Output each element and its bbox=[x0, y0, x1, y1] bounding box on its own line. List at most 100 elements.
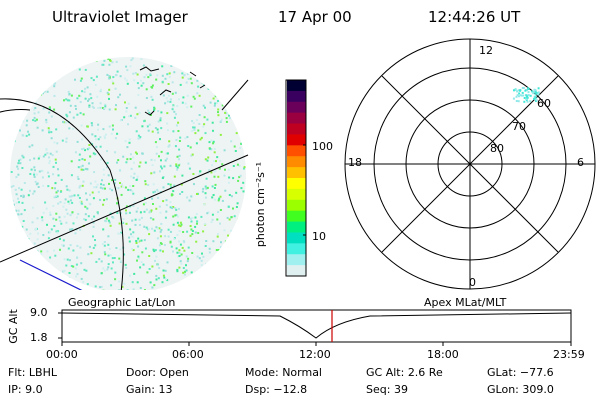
image-pixel bbox=[173, 110, 176, 113]
colorbar-segment bbox=[287, 156, 306, 168]
image-pixel bbox=[211, 164, 214, 167]
image-pixel bbox=[132, 185, 135, 187]
polar-pixel bbox=[515, 100, 518, 102]
observation-date: 17 Apr 00 bbox=[278, 8, 352, 26]
image-pixel bbox=[17, 213, 20, 216]
image-pixel bbox=[157, 190, 159, 193]
image-pixel bbox=[166, 129, 169, 132]
image-pixel bbox=[109, 59, 112, 62]
image-pixel bbox=[125, 209, 127, 212]
image-pixel bbox=[97, 212, 99, 215]
image-pixel bbox=[200, 264, 203, 267]
image-pixel bbox=[55, 161, 57, 164]
image-pixel bbox=[22, 134, 25, 137]
image-pixel bbox=[52, 204, 55, 207]
image-pixel bbox=[70, 287, 73, 290]
image-pixel bbox=[207, 87, 210, 90]
image-pixel bbox=[93, 186, 95, 189]
image-pixel bbox=[226, 216, 229, 219]
image-pixel bbox=[222, 73, 225, 76]
image-pixel bbox=[198, 62, 201, 64]
image-pixel bbox=[241, 232, 244, 235]
image-pixel bbox=[47, 268, 50, 271]
timeline-left-title: Geographic Lat/Lon bbox=[68, 296, 176, 309]
image-pixel bbox=[145, 97, 148, 99]
image-pixel bbox=[156, 128, 159, 131]
image-pixel bbox=[159, 117, 162, 120]
image-pixel bbox=[164, 269, 167, 272]
image-pixel bbox=[43, 90, 46, 93]
polar-pixel bbox=[532, 91, 535, 94]
image-pixel bbox=[18, 187, 21, 190]
image-pixel bbox=[99, 158, 102, 161]
image-pixel bbox=[111, 80, 114, 83]
image-pixel bbox=[233, 232, 236, 235]
image-pixel bbox=[60, 178, 63, 181]
image-pixel bbox=[37, 111, 40, 114]
image-pixel bbox=[33, 291, 35, 293]
image-pixel bbox=[44, 286, 47, 289]
image-pixel bbox=[59, 201, 62, 204]
image-pixel bbox=[49, 256, 52, 259]
image-pixel bbox=[149, 210, 152, 213]
image-pixel bbox=[200, 70, 203, 73]
image-pixel bbox=[70, 265, 73, 267]
image-pixel bbox=[159, 242, 162, 245]
image-pixel bbox=[167, 183, 170, 185]
image-pixel bbox=[165, 204, 168, 207]
image-pixel bbox=[118, 257, 121, 260]
image-pixel bbox=[144, 289, 146, 290]
image-pixel bbox=[41, 219, 44, 222]
image-pixel bbox=[155, 207, 158, 210]
polar-aurora-spot bbox=[512, 87, 540, 103]
image-pixel bbox=[247, 160, 249, 162]
image-pixel bbox=[171, 108, 174, 111]
image-pixel bbox=[243, 167, 245, 170]
image-pixel bbox=[97, 138, 100, 141]
image-pixel bbox=[66, 258, 69, 261]
image-pixel bbox=[202, 187, 205, 190]
image-pixel bbox=[71, 211, 74, 214]
image-pixel bbox=[184, 137, 187, 140]
image-pixel bbox=[126, 82, 129, 85]
image-pixel bbox=[115, 247, 118, 249]
image-pixel bbox=[134, 116, 137, 119]
image-pixel bbox=[164, 235, 167, 238]
image-pixel bbox=[84, 205, 87, 208]
image-pixel bbox=[201, 190, 204, 193]
image-pixel bbox=[221, 163, 224, 166]
image-pixel bbox=[114, 151, 117, 154]
image-pixel bbox=[170, 186, 173, 189]
image-pixel bbox=[221, 274, 224, 277]
image-pixel bbox=[210, 171, 213, 174]
image-pixel bbox=[74, 78, 76, 81]
image-pixel bbox=[65, 185, 68, 188]
image-pixel bbox=[81, 184, 84, 187]
image-pixel bbox=[33, 242, 36, 245]
image-pixel bbox=[16, 291, 18, 293]
image-pixel bbox=[121, 290, 123, 292]
image-pixel bbox=[21, 201, 24, 204]
image-pixel bbox=[62, 244, 65, 247]
image-pixel bbox=[80, 168, 83, 171]
image-pixel bbox=[122, 218, 125, 221]
image-pixel bbox=[191, 120, 194, 122]
image-pixel bbox=[153, 292, 155, 294]
image-pixel bbox=[73, 194, 76, 197]
image-pixel bbox=[25, 273, 28, 276]
image-pixel bbox=[250, 292, 252, 294]
image-pixel bbox=[119, 119, 122, 122]
image-pixel bbox=[36, 238, 39, 241]
image-pixel bbox=[223, 149, 226, 152]
image-pixel bbox=[222, 255, 225, 258]
image-pixel bbox=[53, 141, 56, 144]
image-pixel bbox=[47, 292, 49, 294]
image-pixel bbox=[187, 246, 190, 249]
image-pixel bbox=[10, 130, 13, 133]
image-pixel bbox=[135, 179, 138, 181]
image-pixel bbox=[111, 124, 114, 127]
image-pixel bbox=[102, 203, 105, 206]
image-pixel bbox=[225, 280, 228, 283]
image-pixel bbox=[161, 281, 164, 284]
colorbar bbox=[287, 80, 306, 277]
